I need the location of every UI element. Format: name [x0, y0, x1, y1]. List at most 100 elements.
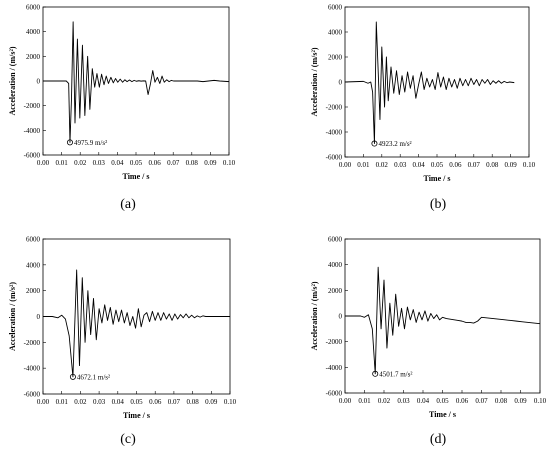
peak-marker — [372, 370, 379, 377]
y-axis-title: Acceleration / (m/s²) — [310, 281, 319, 350]
x-tick-label: 0.05 — [130, 398, 143, 406]
x-tick-label: 0.08 — [486, 161, 499, 169]
peak-marker — [371, 140, 378, 147]
y-tick-label: -4000 — [326, 364, 343, 372]
x-tick-label: 0.00 — [37, 159, 50, 167]
x-tick-label: 0.10 — [534, 397, 547, 405]
x-tick-label: 0.05 — [436, 397, 449, 405]
x-tick-label: 0.08 — [495, 397, 508, 405]
plot-frame — [344, 6, 530, 158]
plot-frame — [344, 238, 541, 394]
y-axis-title: Acceleration / (m/s²) — [8, 282, 17, 351]
y-tick-label: 2000 — [26, 287, 41, 295]
x-tick-label: 0.00 — [37, 398, 50, 406]
x-tick-label: 0.00 — [339, 161, 352, 169]
x-tick-label: 0.07 — [475, 397, 488, 405]
y-tick-label: -2000 — [326, 338, 343, 346]
peak-annotation: 4672.1 m/s² — [77, 373, 110, 381]
peak-marker — [69, 373, 76, 380]
x-tick-label: 0.07 — [168, 398, 181, 406]
x-tick-label: 0.01 — [56, 398, 69, 406]
x-tick-label: 0.03 — [394, 161, 407, 169]
y-tick-label: 6000 — [328, 4, 343, 12]
x-tick-label: 0.05 — [130, 159, 143, 167]
y-tick-label: 2000 — [26, 53, 41, 61]
y-tick-label: 0 — [339, 79, 343, 87]
x-tick-label: 0.01 — [358, 397, 371, 405]
y-tick-label: 2000 — [328, 54, 343, 62]
x-tick-label: 0.01 — [55, 159, 68, 167]
y-tick-label: -4000 — [326, 129, 343, 137]
x-axis-title: Time / s — [424, 174, 451, 183]
y-tick-label: 2000 — [328, 287, 343, 295]
panel-caption: (d) — [430, 432, 447, 447]
x-tick-label: 0.06 — [148, 159, 161, 167]
x-tick-label: 0.04 — [112, 398, 125, 406]
x-tick-label: 0.08 — [186, 159, 199, 167]
x-tick-label: 0.01 — [357, 161, 370, 169]
x-axis-title: Time / s — [123, 172, 150, 181]
y-axis-title: Acceleration / (m/s²) — [310, 47, 319, 116]
x-tick-label: 0.05 — [431, 161, 444, 169]
y-tick-label: -2000 — [24, 339, 41, 347]
y-tick-label: -6000 — [24, 391, 41, 399]
y-tick-label: 6000 — [26, 236, 41, 244]
x-tick-label: 0.06 — [449, 161, 462, 169]
y-tick-label: -4000 — [24, 127, 41, 135]
y-tick-label: -6000 — [24, 152, 41, 160]
y-tick-label: 0 — [339, 313, 343, 321]
x-tick-label: 0.09 — [504, 161, 517, 169]
chart-panel-d: 0.00 0.01 0.02 0.03 0.04 0.05 0.06 0.07 0.08 0.09… — [310, 236, 547, 448]
x-tick-label: 0.08 — [186, 398, 199, 406]
series-line — [344, 21, 515, 144]
x-tick-label: 0.02 — [74, 159, 87, 167]
x-tick-label: 0.07 — [167, 159, 180, 167]
peak-annotation: 4975.9 m/s² — [74, 139, 107, 147]
x-tick-label: 0.04 — [111, 159, 124, 167]
y-tick-label: -2000 — [326, 104, 343, 112]
x-tick-label: 0.09 — [204, 159, 217, 167]
x-tick-label: 0.04 — [412, 161, 425, 169]
x-tick-label: 0.06 — [456, 397, 469, 405]
y-tick-label: 0 — [37, 313, 41, 321]
x-tick-label: 0.03 — [93, 398, 106, 406]
series-line — [43, 269, 230, 378]
peak-annotation: 4923.2 m/s² — [378, 140, 411, 148]
x-tick-label: 0.07 — [468, 161, 481, 169]
y-tick-label: -6000 — [326, 154, 343, 162]
y-tick-label: -2000 — [24, 102, 41, 110]
series-line — [345, 266, 541, 375]
x-tick-label: 0.10 — [224, 398, 237, 406]
y-axis-title: Acceleration / (m/s²) — [8, 46, 17, 115]
series-line — [43, 21, 230, 143]
chart-panel-a: 0.00 0.01 0.02 0.03 0.04 0.05 0.06 0.07 0.08 0.09… — [8, 4, 236, 213]
x-tick-label: 0.06 — [149, 398, 162, 406]
panel-caption: (b) — [430, 197, 447, 212]
x-tick-label: 0.00 — [339, 397, 352, 405]
x-tick-label: 0.09 — [514, 397, 527, 405]
panel-caption: (c) — [120, 432, 136, 447]
x-axis-title: Time / s — [429, 410, 456, 419]
y-tick-label: 4000 — [26, 261, 41, 269]
x-tick-label: 0.10 — [523, 161, 536, 169]
y-tick-label: 4000 — [328, 29, 343, 37]
y-tick-label: -6000 — [326, 390, 343, 398]
x-tick-label: 0.02 — [376, 161, 389, 169]
panel-caption: (a) — [120, 197, 136, 212]
peak-annotation: 4501.7 m/s² — [379, 370, 412, 378]
y-tick-label: 6000 — [328, 236, 343, 244]
x-tick-label: 0.03 — [397, 397, 410, 405]
x-tick-label: 0.02 — [74, 398, 87, 406]
x-tick-label: 0.10 — [223, 159, 236, 167]
y-tick-label: 4000 — [328, 261, 343, 269]
y-tick-label: 4000 — [26, 28, 41, 36]
y-tick-label: 0 — [37, 78, 41, 86]
chart-panel-c: 0.00 0.01 0.02 0.03 0.04 0.05 0.06 0.07 0.08 0.09… — [8, 236, 237, 448]
x-tick-label: 0.03 — [93, 159, 106, 167]
x-tick-label: 0.09 — [205, 398, 218, 406]
x-tick-label: 0.04 — [417, 397, 430, 405]
x-axis-title: Time / s — [123, 411, 150, 420]
x-tick-label: 0.02 — [378, 397, 391, 405]
peak-marker — [66, 139, 73, 146]
